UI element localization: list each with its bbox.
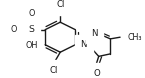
Text: N: N — [91, 29, 98, 38]
Text: OH: OH — [25, 41, 38, 50]
Text: O: O — [28, 9, 35, 18]
Text: O: O — [93, 69, 100, 78]
Text: Cl: Cl — [49, 66, 58, 75]
Text: N: N — [81, 40, 87, 49]
Text: Cl: Cl — [56, 0, 64, 9]
Text: O: O — [11, 25, 17, 34]
Text: CH₃: CH₃ — [128, 33, 142, 42]
Text: S: S — [29, 25, 34, 34]
